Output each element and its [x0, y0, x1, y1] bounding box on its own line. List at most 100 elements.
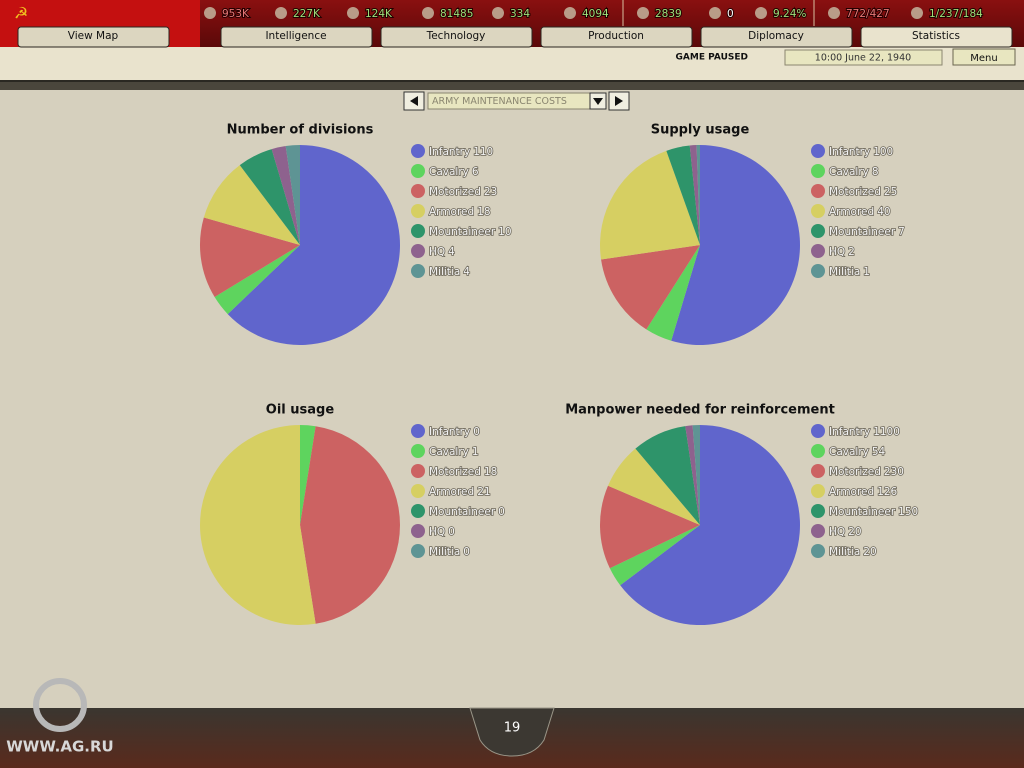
legend-value: 0	[448, 526, 455, 538]
legend-entry: Motorized 23	[429, 186, 497, 198]
menu-label[interactable]: Menu	[970, 53, 997, 64]
legend-name: Infantry	[829, 426, 870, 438]
dropdown-arrow[interactable]	[593, 98, 603, 105]
tab[interactable]	[540, 26, 693, 48]
legend-name: Infantry	[829, 146, 870, 158]
resource-icon	[564, 7, 576, 19]
legend-name: Motorized	[829, 466, 881, 478]
dark-strip	[0, 82, 1024, 90]
legend-name: Militia	[429, 546, 460, 558]
legend-value: 100	[873, 146, 893, 158]
pie-slice	[635, 426, 700, 525]
legend-entry: Motorized 25	[829, 186, 897, 198]
legend-entry: Militia 20	[829, 546, 877, 558]
legend-name: Motorized	[429, 186, 481, 198]
pie-slice	[692, 425, 700, 525]
legend-value: 7	[898, 226, 905, 238]
legend-entry: HQ 2	[829, 246, 855, 258]
legend-name: Mountaineer	[829, 226, 896, 238]
prev-arrow[interactable]	[410, 96, 418, 106]
menu-button[interactable]	[952, 48, 1016, 66]
selector-text[interactable]: ARMY MAINTENANCE COSTS	[432, 96, 567, 107]
legend-value: 18	[477, 206, 490, 218]
legend-entry: Armored 40	[829, 206, 891, 218]
resource-icon	[347, 7, 359, 19]
tab[interactable]	[860, 26, 1013, 48]
pie-slice	[300, 425, 316, 525]
pie-slice	[300, 426, 401, 624]
chart-title: Manpower needed for reinforcement	[565, 403, 835, 418]
legend-name: Armored	[829, 206, 874, 218]
tab-label[interactable]: Diplomacy	[748, 30, 804, 42]
tab-label[interactable]: Production	[588, 30, 644, 42]
tab[interactable]	[380, 26, 533, 48]
legend-swatch	[411, 264, 425, 278]
legend-entry: Armored 18	[429, 206, 491, 218]
legend-entry: Cavalry 8	[829, 166, 879, 178]
resource-icon	[828, 7, 840, 19]
legend-swatch	[811, 464, 825, 478]
next-arrow[interactable]	[615, 96, 623, 106]
resource-icon	[204, 7, 216, 19]
legend-name: Motorized	[429, 466, 481, 478]
legend-swatch	[411, 424, 425, 438]
pie-slice	[685, 425, 700, 525]
tab[interactable]	[17, 26, 170, 48]
tab-label[interactable]: Statistics	[912, 30, 960, 42]
legend-name: Militia	[829, 266, 860, 278]
legend-name: Armored	[429, 486, 474, 498]
legend-swatch	[811, 184, 825, 198]
legend-swatch	[411, 524, 425, 538]
legend-swatch	[811, 224, 825, 238]
legend-value: 21	[477, 486, 490, 498]
legend-name: Motorized	[829, 186, 881, 198]
legend-swatch	[811, 264, 825, 278]
legend-entry: Cavalry 1	[429, 446, 479, 458]
legend-name: Cavalry	[829, 446, 869, 458]
pie-slice	[600, 150, 700, 260]
legend-value: 25	[884, 186, 897, 198]
legend-value: 20	[848, 526, 861, 538]
watermark: WWW.AG.RU	[6, 738, 113, 756]
legend-name: HQ	[829, 246, 845, 258]
legend-name: Infantry	[429, 426, 470, 438]
legend-swatch	[411, 164, 425, 178]
legend-swatch	[411, 224, 425, 238]
legend-value: 1	[863, 266, 870, 278]
legend-entry: HQ 20	[829, 526, 862, 538]
paused-label: GAME PAUSED	[676, 53, 748, 63]
page-number: 19	[504, 721, 521, 736]
divider	[0, 80, 1024, 82]
legend-entry: Militia 1	[829, 266, 870, 278]
date: 10:00 June 22, 1940	[815, 53, 911, 64]
legend-swatch	[411, 244, 425, 258]
legend-value: 20	[863, 546, 876, 558]
tab-label[interactable]: Technology	[426, 30, 486, 42]
legend-value: 18	[484, 466, 497, 478]
pie-slice	[671, 145, 801, 345]
legend-name: Mountaineer	[429, 506, 496, 518]
legend-value: 0	[498, 506, 505, 518]
tab-label[interactable]: Intelligence	[265, 30, 326, 42]
legend-swatch	[811, 204, 825, 218]
tab[interactable]	[700, 26, 853, 48]
legend-value: 1	[472, 446, 479, 458]
hammer-sickle: ☭	[14, 4, 28, 23]
tab[interactable]	[220, 26, 373, 48]
pie-slice	[200, 217, 300, 298]
pie-slice	[200, 424, 316, 625]
legend-swatch	[811, 544, 825, 558]
legend-value: 4	[448, 246, 455, 258]
legend-value: 10	[498, 226, 511, 238]
legend-entry: Infantry 0	[429, 426, 480, 438]
legend-swatch	[411, 184, 425, 198]
pie-slice	[239, 149, 300, 245]
pie-slice	[600, 485, 700, 569]
legend-value: 2	[848, 246, 855, 258]
resource-value: 772/427	[846, 8, 890, 20]
legend-swatch	[411, 484, 425, 498]
tab-label[interactable]: View Map	[68, 30, 119, 42]
pie-slice	[646, 245, 700, 341]
